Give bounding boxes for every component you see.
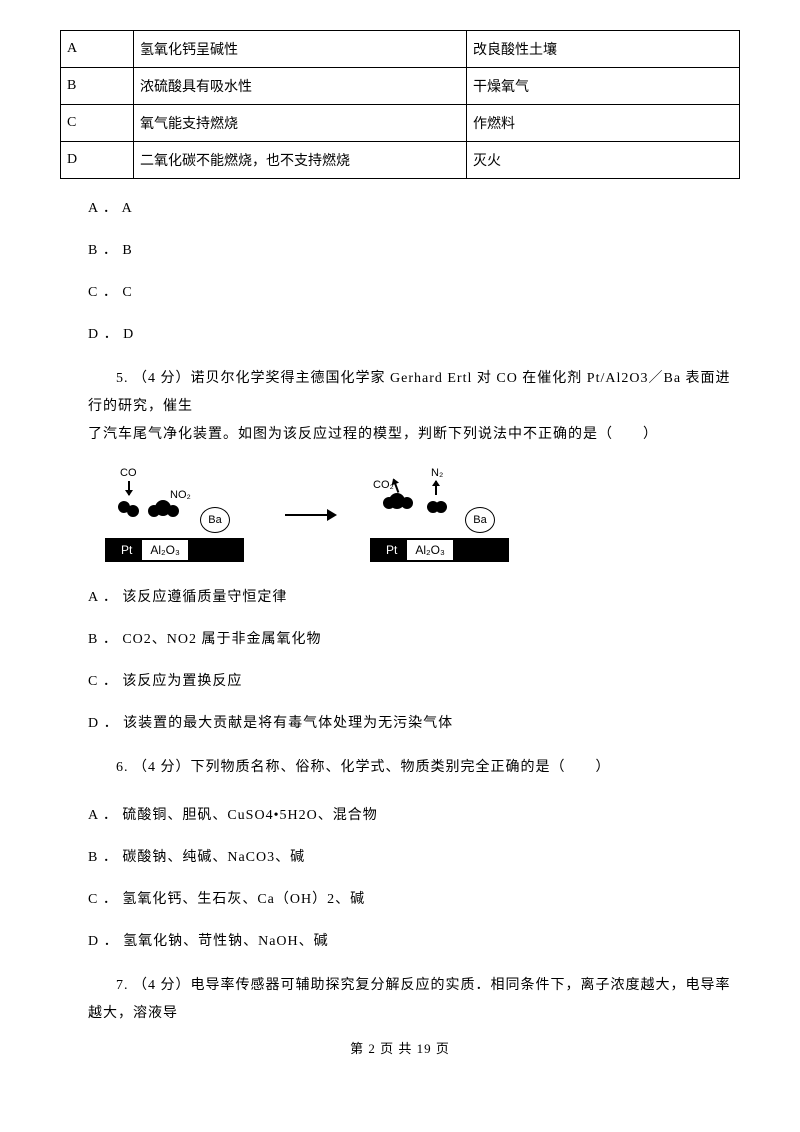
- slab-edge: [455, 540, 507, 560]
- table-row: B 浓硫酸具有吸水性 干燥氧气: [61, 68, 740, 105]
- row-use: 灭火: [467, 142, 740, 179]
- row-use: 作燃料: [467, 105, 740, 142]
- molecule-icon: [127, 505, 139, 517]
- row-label: A: [61, 31, 134, 68]
- q6-option-b: B ． 碳酸钠、纯碱、NaCO3、碱: [88, 846, 740, 866]
- catalyst-slab: Pt Al₂O₃: [105, 538, 244, 562]
- row-property: 氧气能支持燃烧: [134, 105, 467, 142]
- q7-stem: 7. （4 分）电导率传感器可辅助探究复分解反应的实质．相同条件下，离子浓度越大…: [88, 972, 740, 1028]
- slab-edge: [190, 540, 242, 560]
- row-property: 氢氧化钙呈碱性: [134, 31, 467, 68]
- row-property: 二氧化碳不能燃烧，也不支持燃烧: [134, 142, 467, 179]
- no2-label: NO₂: [170, 489, 191, 501]
- row-label: C: [61, 105, 134, 142]
- q5-stem-line2: 了汽车尾气净化装置。如图为该反应过程的模型，判断下列说法中不正确的是（ ）: [88, 421, 740, 449]
- n2-label: N₂: [431, 467, 443, 479]
- table-row: D 二氧化碳不能燃烧，也不支持燃烧 灭火: [61, 142, 740, 179]
- q5-stem-line1: 5. （4 分）诺贝尔化学奖得主德国化学家 Gerhard Ertl 对 CO …: [88, 365, 740, 421]
- ba-circle: Ba: [200, 507, 230, 533]
- diagram-right: CO₂ N₂ Ba Pt Al₂O₃: [365, 467, 520, 562]
- q4-option-c: C ． C: [88, 281, 740, 301]
- arrow-down-icon: [128, 481, 130, 495]
- molecule-icon: [167, 505, 179, 517]
- q5-option-c: C ． 该反应为置换反应: [88, 670, 740, 690]
- reaction-arrow-icon: [285, 514, 335, 516]
- co-label: CO: [120, 467, 137, 479]
- page-footer: 第 2 页 共 19 页: [60, 1038, 740, 1057]
- molecule-icon: [401, 497, 413, 509]
- reaction-diagram: CO NO₂ Ba Pt Al₂O₃ CO₂ N₂: [100, 467, 740, 562]
- q5-option-b: B ． CO2、NO2 属于非金属氧化物: [88, 628, 740, 648]
- q6-option-c: C ． 氢氧化钙、生石灰、Ca（OH）2、碱: [88, 888, 740, 908]
- row-label: B: [61, 68, 134, 105]
- q6-stem: 6. （4 分）下列物质名称、俗称、化学式、物质类别完全正确的是（ ）: [88, 754, 740, 782]
- q4-option-d: D ． D: [88, 323, 740, 343]
- pt-cell: Pt: [378, 540, 407, 560]
- pt-cell: Pt: [113, 540, 142, 560]
- row-use: 干燥氧气: [467, 68, 740, 105]
- diagram-left: CO NO₂ Ba Pt Al₂O₃: [100, 467, 255, 562]
- q5-option-a: A ． 该反应遵循质量守恒定律: [88, 586, 740, 606]
- q6-option-d: D ． 氢氧化钠、苛性钠、NaOH、碱: [88, 930, 740, 950]
- ba-circle: Ba: [465, 507, 495, 533]
- q6-option-a: A ． 硫酸铜、胆矾、CuSO4•5H2O、混合物: [88, 804, 740, 824]
- row-label: D: [61, 142, 134, 179]
- catalyst-slab: Pt Al₂O₃: [370, 538, 509, 562]
- row-property: 浓硫酸具有吸水性: [134, 68, 467, 105]
- table-row: A 氢氧化钙呈碱性 改良酸性土壤: [61, 31, 740, 68]
- q4-option-a: A ． A: [88, 197, 740, 217]
- q5-option-d: D ． 该装置的最大贡献是将有毒气体处理为无污染气体: [88, 712, 740, 732]
- q5-stem: 5. （4 分）诺贝尔化学奖得主德国化学家 Gerhard Ertl 对 CO …: [88, 365, 740, 449]
- q4-option-b: B ． B: [88, 239, 740, 259]
- arrow-up-icon: [435, 481, 437, 495]
- properties-table: A 氢氧化钙呈碱性 改良酸性土壤 B 浓硫酸具有吸水性 干燥氧气 C 氧气能支持…: [60, 30, 740, 179]
- molecule-icon: [435, 501, 447, 513]
- al2o3-cell: Al₂O₃: [407, 540, 455, 560]
- table-row: C 氧气能支持燃烧 作燃料: [61, 105, 740, 142]
- row-use: 改良酸性土壤: [467, 31, 740, 68]
- al2o3-cell: Al₂O₃: [142, 540, 190, 560]
